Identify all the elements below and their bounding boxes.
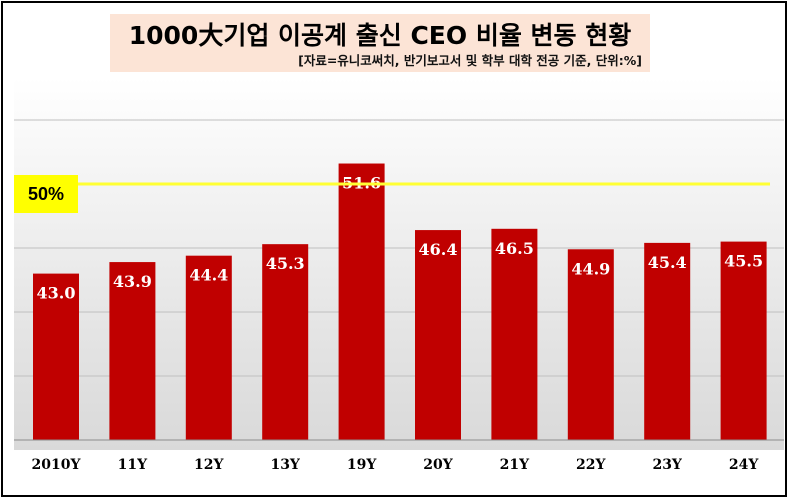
data-label: 44.9 [571, 259, 610, 278]
chart-title: 1000大기업 이공계 출신 CEO 비율 변동 현황 [128, 21, 632, 50]
x-tick-label: 24Y [729, 457, 759, 473]
chart-subtitle: [자료=유니코써치, 반기보고서 및 학부 대학 전공 기준, 단위:%] [298, 53, 642, 68]
data-label: 43.0 [37, 284, 76, 303]
x-tick-label: 21Y [500, 457, 530, 473]
title-box [110, 14, 650, 72]
bar [33, 273, 79, 440]
bar [109, 262, 156, 440]
data-label: 46.5 [495, 239, 534, 258]
x-tick-label: 13Y [270, 457, 300, 473]
x-tick-label: 2010Y [32, 457, 82, 473]
x-tick-label: 22Y [576, 457, 606, 473]
bar [338, 163, 385, 440]
bar [567, 249, 614, 440]
bar [415, 230, 461, 440]
x-tick-label: 12Y [194, 457, 224, 473]
reference-line-label: 50% [14, 175, 78, 213]
bar [262, 244, 309, 440]
data-label: 46.4 [419, 240, 458, 259]
bar [491, 228, 538, 440]
data-label: 43.9 [113, 272, 152, 291]
data-label: 44.4 [189, 266, 228, 285]
data-label: 45.3 [266, 254, 305, 273]
data-label: 45.5 [724, 252, 763, 271]
data-label: 45.4 [648, 253, 687, 272]
bar [185, 255, 232, 440]
x-tick-label: 23Y [652, 457, 682, 473]
x-tick-label: 11Y [118, 457, 148, 473]
x-tick-label: 20Y [423, 457, 453, 473]
bar [644, 242, 691, 440]
bar [720, 241, 767, 440]
x-tick-label: 19Y [347, 457, 377, 473]
